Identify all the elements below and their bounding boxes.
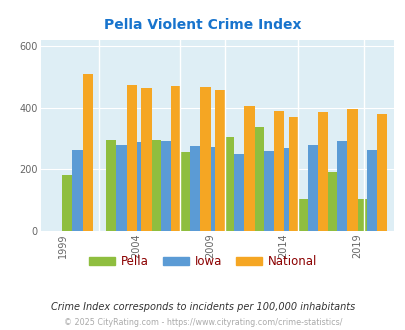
Bar — [267, 179, 277, 231]
Bar — [288, 117, 298, 231]
Bar — [200, 87, 210, 231]
Bar — [106, 140, 116, 231]
Text: Crime Index corresponds to incidents per 100,000 inhabitants: Crime Index corresponds to incidents per… — [51, 302, 354, 312]
Bar — [121, 149, 131, 231]
Bar — [273, 111, 283, 231]
Bar — [171, 86, 181, 231]
Bar — [179, 152, 190, 231]
Bar — [150, 140, 160, 231]
Bar — [317, 112, 328, 231]
Bar — [223, 137, 234, 231]
Bar — [336, 141, 347, 231]
Bar — [194, 162, 204, 231]
Bar — [234, 153, 244, 231]
Text: Pella Violent Crime Index: Pella Violent Crime Index — [104, 18, 301, 32]
Bar — [126, 85, 136, 231]
Bar — [215, 90, 225, 231]
Bar — [356, 199, 366, 231]
Bar — [72, 150, 82, 231]
Legend: Pella, Iowa, National: Pella, Iowa, National — [84, 250, 321, 273]
Bar — [366, 150, 376, 231]
Text: © 2025 CityRating.com - https://www.cityrating.com/crime-statistics/: © 2025 CityRating.com - https://www.city… — [64, 318, 341, 327]
Bar — [190, 146, 200, 231]
Bar — [244, 106, 254, 231]
Bar — [253, 127, 263, 231]
Bar — [376, 114, 386, 231]
Bar — [160, 141, 171, 231]
Bar — [307, 145, 317, 231]
Bar — [297, 199, 307, 231]
Bar — [326, 172, 336, 231]
Bar — [277, 148, 288, 231]
Bar — [62, 175, 72, 231]
Bar — [347, 109, 357, 231]
Bar — [263, 151, 273, 231]
Bar — [141, 88, 151, 231]
Bar — [116, 145, 126, 231]
Bar — [82, 75, 93, 231]
Bar — [131, 142, 141, 231]
Bar — [204, 147, 215, 231]
